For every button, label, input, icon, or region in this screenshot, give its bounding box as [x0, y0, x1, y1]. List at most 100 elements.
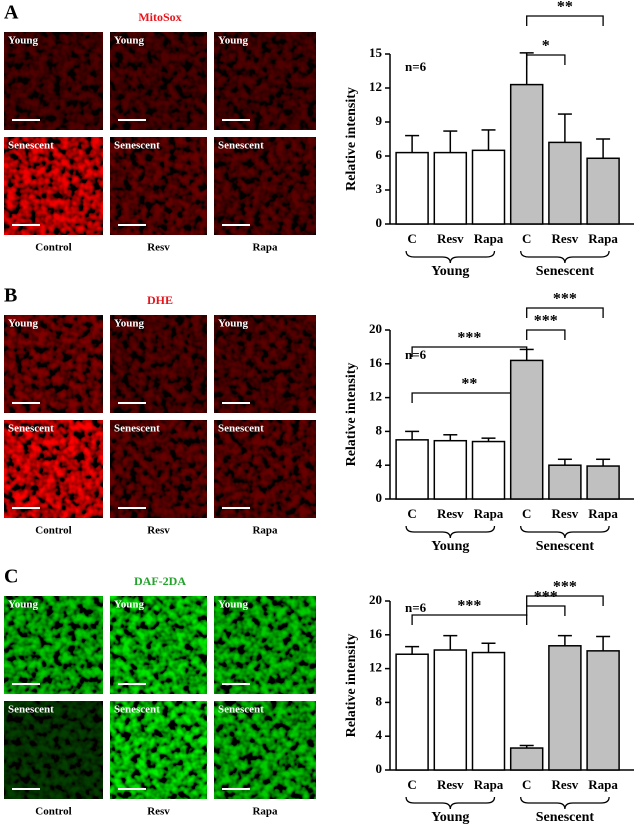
- bar: [509, 359, 544, 500]
- y-tick-label: 9: [376, 113, 383, 128]
- column-label: Resv: [147, 806, 170, 818]
- significance-label: *: [542, 38, 550, 55]
- y-tick-label: 12: [369, 660, 382, 675]
- x-tick-label: Resv: [552, 506, 579, 521]
- image-label: Young: [8, 318, 38, 330]
- bar: [433, 151, 468, 225]
- x-tick-label: Rapa: [474, 231, 504, 246]
- significance-label: **: [461, 376, 477, 393]
- x-tick-label: Resv: [552, 231, 579, 246]
- image-label: Senescent: [114, 423, 160, 435]
- y-tick-label: 6: [376, 147, 383, 162]
- panel-letter: C: [4, 566, 18, 588]
- annotation: n=6: [405, 600, 427, 615]
- column-label: Rapa: [252, 525, 278, 537]
- bar: [509, 83, 544, 225]
- y-tick-label: 3: [376, 181, 383, 196]
- image-label: Senescent: [114, 704, 160, 716]
- y-tick-label: 12: [369, 389, 382, 404]
- group-brace: [405, 250, 496, 264]
- group-label: Senescent: [536, 264, 595, 279]
- image-label: Senescent: [218, 423, 264, 435]
- micrograph-texture: [4, 315, 103, 413]
- image-label: Young: [114, 35, 144, 47]
- panel-letter: B: [4, 285, 17, 307]
- x-tick-label: Resv: [437, 777, 464, 792]
- micrograph-texture: [110, 420, 207, 518]
- stain-name: MitoSox: [138, 10, 181, 24]
- stain-name: DHE: [147, 293, 173, 307]
- image-label: Senescent: [8, 140, 54, 152]
- group-brace: [520, 796, 610, 810]
- micrograph-texture: [110, 701, 207, 799]
- bar: [586, 157, 620, 225]
- annotation: n=6: [405, 59, 427, 74]
- bar: [548, 464, 582, 500]
- x-tick-label: C: [522, 777, 531, 792]
- micrograph-texture: [214, 596, 316, 694]
- micrograph-texture: [110, 315, 207, 413]
- bar: [548, 141, 582, 225]
- y-tick-label: 12: [369, 79, 382, 94]
- panel-letter: A: [4, 2, 19, 24]
- image-label: Young: [218, 318, 248, 330]
- micrograph-texture: [4, 420, 103, 518]
- y-tick-label: 8: [376, 693, 383, 708]
- y-tick-label: 20: [369, 592, 382, 607]
- column-label: Rapa: [252, 806, 278, 818]
- bar: [471, 440, 506, 500]
- column-label: Control: [35, 806, 71, 818]
- bar: [509, 747, 544, 771]
- image-label: Senescent: [218, 704, 264, 716]
- x-tick-label: C: [407, 777, 416, 792]
- y-axis-label: Relative intensity: [344, 634, 359, 738]
- micrograph-texture: [214, 32, 316, 130]
- micrograph-texture: [110, 596, 207, 694]
- bar: [586, 650, 620, 771]
- column-label: Control: [35, 525, 71, 537]
- micrograph-texture: [110, 137, 207, 235]
- significance-label: ***: [457, 598, 481, 615]
- group-brace: [520, 525, 610, 539]
- significance-label: ***: [553, 291, 577, 308]
- x-tick-label: Resv: [437, 231, 464, 246]
- image-label: Senescent: [8, 423, 54, 435]
- micrograph-texture: [214, 315, 316, 413]
- image-label: Senescent: [8, 704, 54, 716]
- y-axis-label: Relative intensity: [344, 363, 359, 467]
- significance-bracket: [526, 329, 566, 340]
- micrograph-texture: [214, 701, 316, 799]
- x-tick-label: C: [522, 231, 531, 246]
- image-label: Young: [218, 599, 248, 611]
- image-label: Senescent: [218, 140, 264, 152]
- bar: [471, 651, 506, 771]
- micrograph-texture: [4, 701, 103, 799]
- significance-bracket: [526, 54, 566, 65]
- image-label: Young: [114, 318, 144, 330]
- group-label: Young: [431, 810, 469, 825]
- micrograph-texture: [214, 420, 316, 518]
- group-brace: [405, 525, 496, 539]
- significance-bracket: [526, 595, 604, 606]
- x-tick-label: C: [407, 231, 416, 246]
- y-tick-label: 8: [376, 422, 383, 437]
- x-tick-label: Rapa: [588, 231, 618, 246]
- y-tick-label: 0: [376, 215, 383, 230]
- significance-bracket: [526, 605, 566, 616]
- significance-bracket: [526, 307, 604, 318]
- micrograph-texture: [4, 596, 103, 694]
- x-tick-label: Resv: [552, 777, 579, 792]
- bar: [433, 439, 468, 500]
- x-tick-label: C: [407, 506, 416, 521]
- image-label: Young: [114, 599, 144, 611]
- image-label: Senescent: [114, 140, 160, 152]
- column-label: Resv: [147, 525, 170, 537]
- y-axis-label: Relative intensity: [344, 87, 359, 191]
- micrograph-texture: [110, 32, 207, 130]
- bar: [395, 439, 429, 500]
- image-label: Young: [8, 599, 38, 611]
- significance-bracket: [411, 346, 528, 357]
- y-tick-label: 16: [369, 355, 383, 370]
- significance-label: ***: [457, 330, 481, 347]
